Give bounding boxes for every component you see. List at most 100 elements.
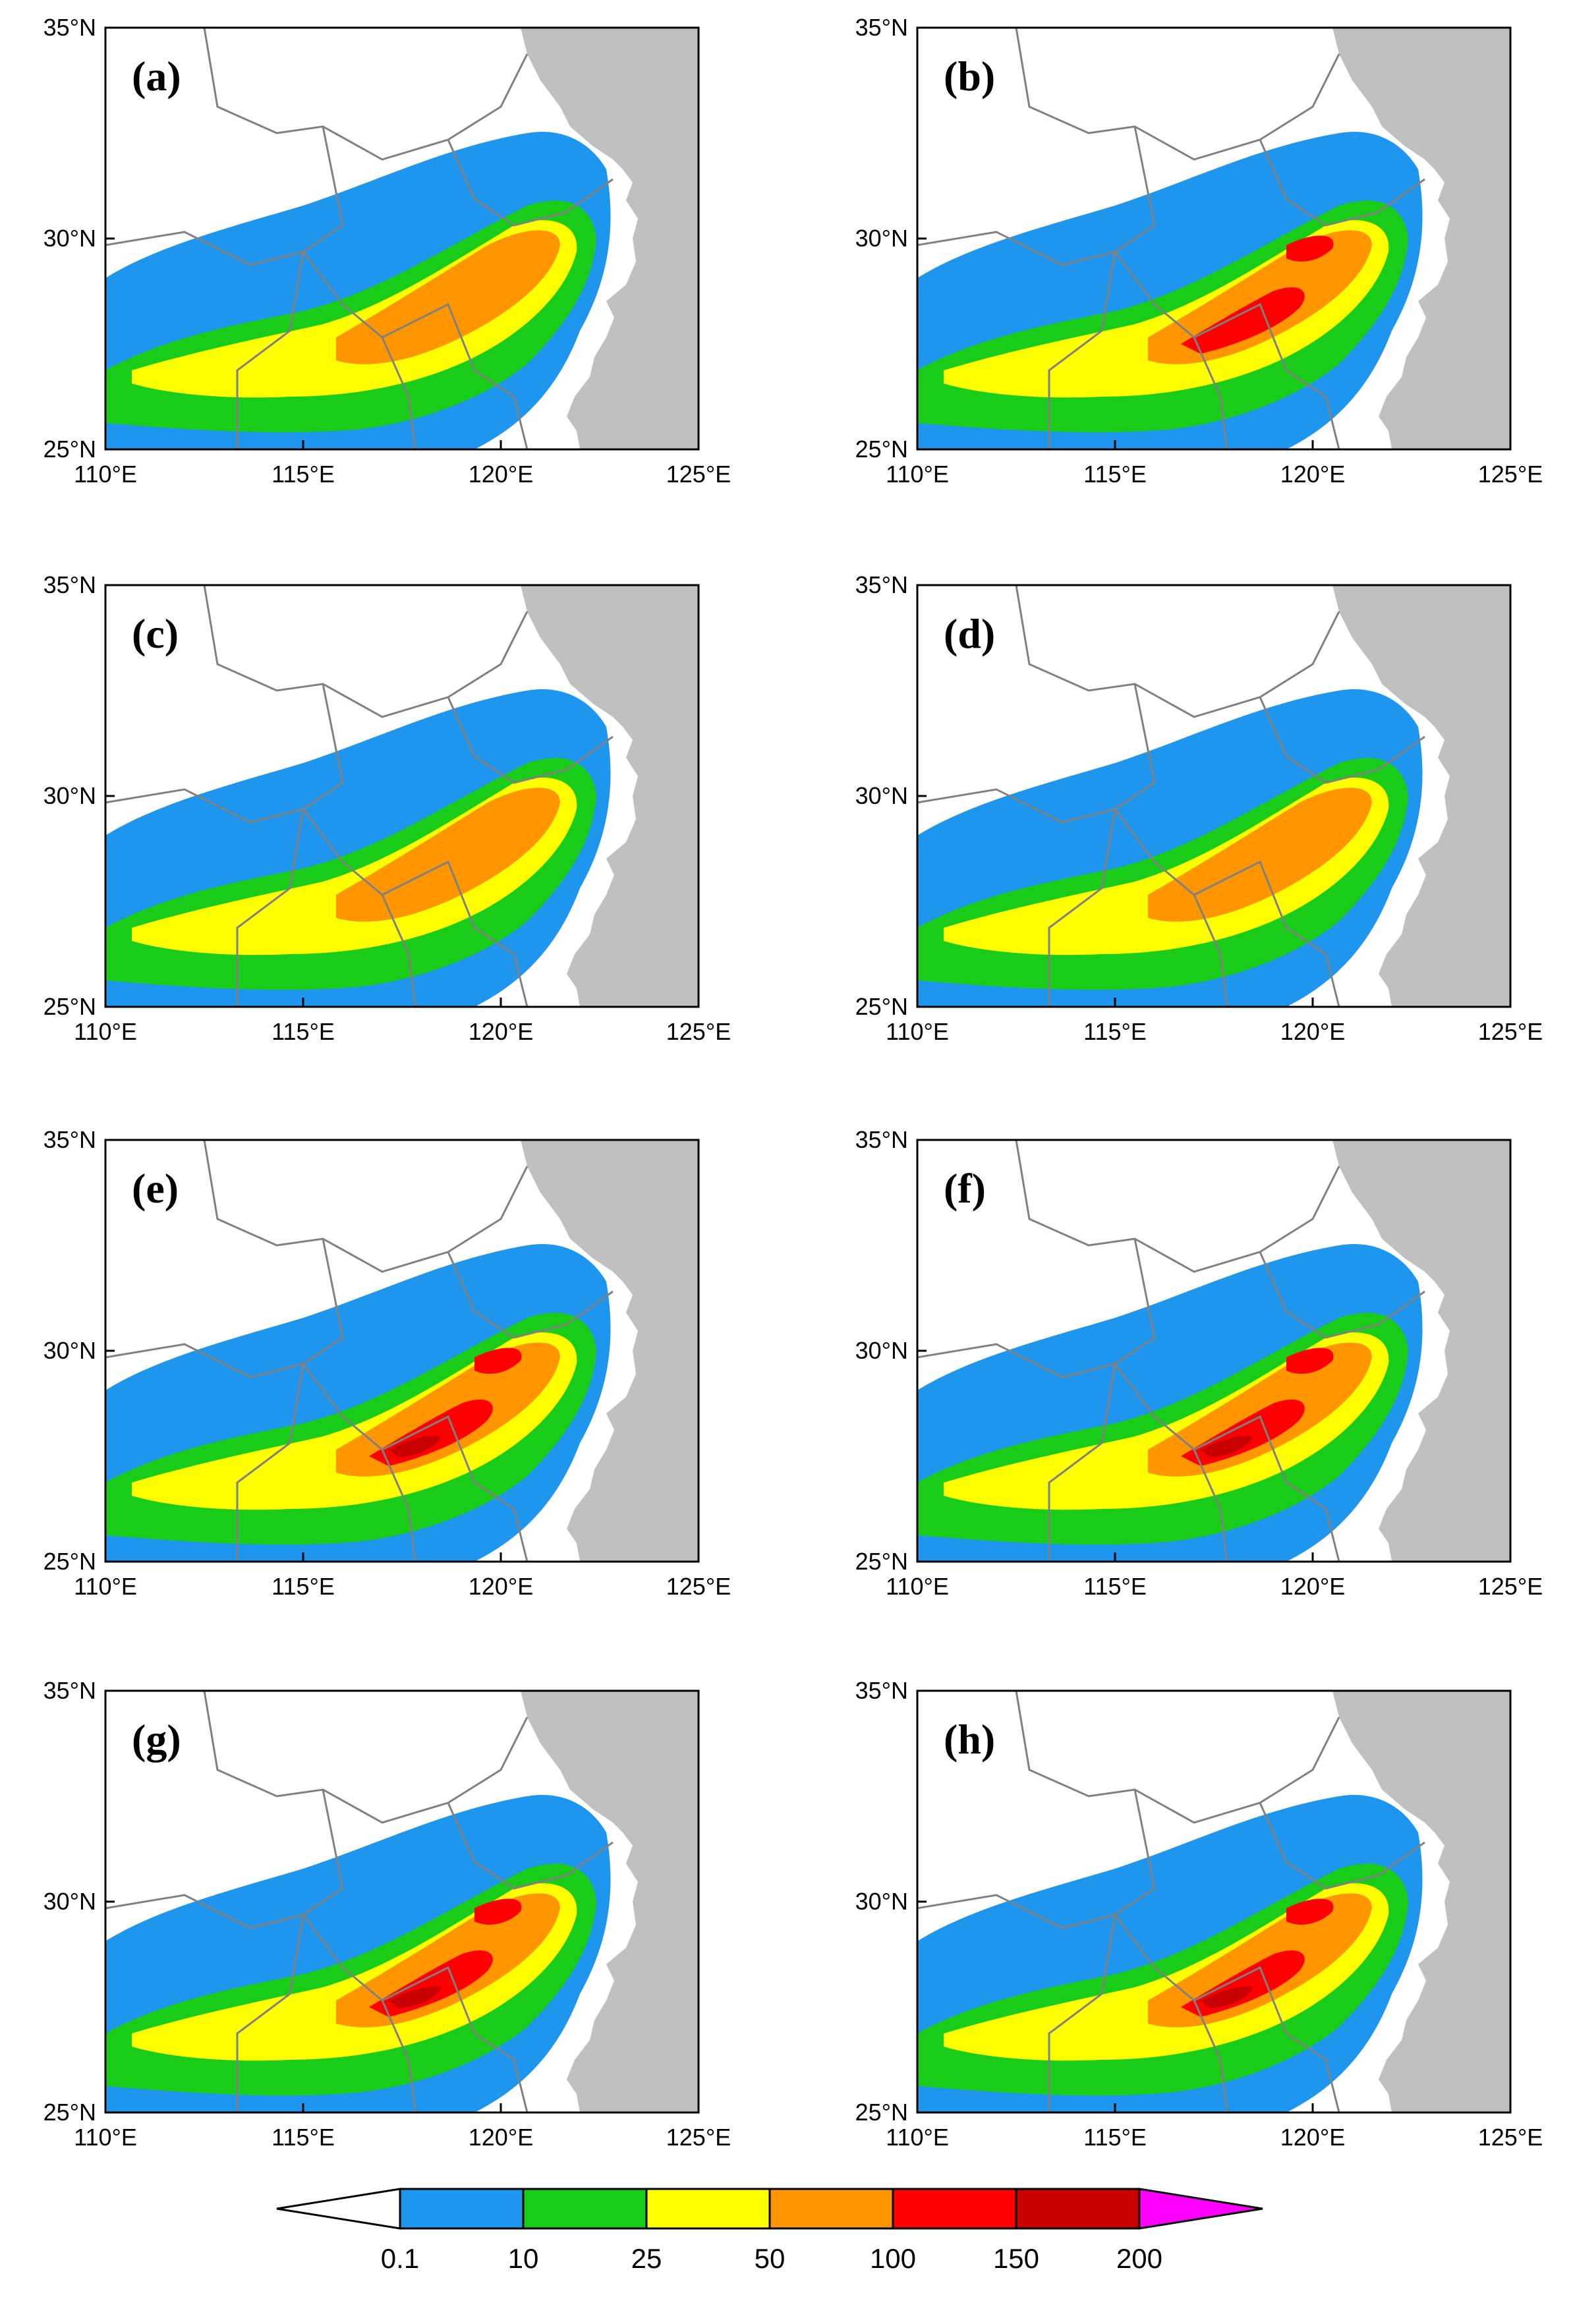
panel-label: (d) — [944, 610, 995, 657]
x-tick-label: 110°E — [886, 461, 949, 488]
x-tick-label: 110°E — [74, 1573, 137, 1600]
x-tick-label: 120°E — [469, 461, 533, 488]
panel-label: (h) — [944, 1716, 995, 1763]
precip-band-100 — [336, 230, 560, 364]
y-tick-label: 30°N — [855, 1337, 908, 1364]
province-border — [1015, 1139, 1340, 1273]
province-border — [1048, 126, 1156, 449]
colorbar-label: 200 — [1116, 2243, 1162, 2274]
province-border — [917, 1894, 1228, 2113]
colorbar-label: 0.1 — [381, 2243, 419, 2274]
province-border — [447, 1802, 614, 1890]
x-tick-label: 125°E — [666, 1018, 731, 1045]
x-tick-label: 115°E — [272, 1573, 335, 1600]
x-tick-label: 125°E — [666, 461, 731, 488]
colorbar-label: 25 — [631, 2243, 662, 2274]
precipitation-field — [917, 1244, 1423, 1562]
y-tick-label: 30°N — [43, 782, 96, 809]
province-border — [203, 584, 529, 718]
y-tick-label: 25°N — [855, 1548, 908, 1575]
map-panel-c: 110°E 115°E 120°E 125°E 35°N 30°N 25°N (c) — [43, 571, 731, 1045]
province-border — [447, 696, 614, 784]
y-tick-label: 30°N — [43, 1888, 96, 1915]
y-tick-label: 35°N — [855, 1126, 908, 1153]
panel-label: (f) — [944, 1165, 986, 1212]
x-tick-label: 120°E — [1280, 1018, 1345, 1045]
x-tick-label: 115°E — [272, 461, 335, 488]
y-tick-label: 30°N — [855, 225, 908, 252]
province-border — [382, 1415, 529, 1562]
province-border — [1048, 1238, 1156, 1562]
y-tick-label: 25°N — [43, 436, 96, 463]
map-panel-g: 110°E 115°E 120°E 125°E 35°N 30°N 25°N (g) — [43, 1677, 731, 2151]
province-border — [1259, 1251, 1425, 1339]
province-border — [1193, 302, 1340, 450]
x-tick-label: 125°E — [1478, 1573, 1543, 1600]
province-border — [1015, 584, 1340, 718]
colorbar-label: 10 — [508, 2243, 539, 2274]
map-panel-a: 110°E 115°E 120°E 125°E 35°N 30°N 25°N (a) — [43, 14, 731, 488]
province-border — [1015, 1690, 1340, 1824]
colorbar-label: 50 — [755, 2243, 786, 2274]
y-tick-label: 25°N — [855, 436, 908, 463]
x-tick-label: 110°E — [74, 2124, 137, 2151]
panel-label: (c) — [132, 610, 179, 657]
y-tick-label: 25°N — [43, 1548, 96, 1575]
province-border — [447, 139, 614, 227]
x-tick-label: 115°E — [1083, 1018, 1147, 1045]
y-tick-label: 30°N — [43, 225, 96, 252]
colorbar-label: 150 — [993, 2243, 1039, 2274]
province-border — [105, 1343, 416, 1562]
x-tick-label: 115°E — [1083, 2124, 1147, 2151]
y-tick-label: 30°N — [43, 1337, 96, 1364]
province-border — [382, 860, 529, 1007]
province-border — [382, 1966, 529, 2113]
colorbar-segment — [892, 2188, 1017, 2230]
province-border — [203, 27, 529, 161]
x-tick-label: 110°E — [74, 461, 137, 488]
province-border — [1015, 27, 1340, 161]
province-border — [105, 788, 416, 1007]
y-tick-label: 30°N — [855, 1888, 908, 1915]
province-border — [203, 1690, 529, 1824]
map-panel-f: 110°E 115°E 120°E 125°E 35°N 30°N 25°N (f) — [855, 1126, 1543, 1600]
colorbar-segment — [399, 2188, 525, 2230]
y-tick-label: 30°N — [855, 782, 908, 809]
province-border — [1259, 139, 1425, 227]
province-border — [236, 1789, 344, 2112]
y-tick-label: 35°N — [855, 1677, 908, 1704]
province-border — [236, 1238, 344, 1562]
colorbar-min-arrow — [276, 2188, 401, 2230]
x-tick-label: 110°E — [886, 1573, 949, 1600]
map-panel-d: 110°E 115°E 120°E 125°E 35°N 30°N 25°N (d) — [855, 571, 1543, 1045]
panel-label: (b) — [944, 53, 995, 99]
province-border — [105, 231, 416, 450]
x-tick-label: 120°E — [1280, 1573, 1345, 1600]
map-panel-e: 110°E 115°E 120°E 125°E 35°N 30°N 25°N (e) — [43, 1126, 731, 1600]
province-border — [1193, 860, 1340, 1007]
province-border — [236, 126, 344, 449]
x-tick-label: 120°E — [1280, 461, 1345, 488]
x-tick-label: 125°E — [666, 1573, 731, 1600]
x-tick-label: 115°E — [1083, 461, 1147, 488]
colorbar-max-arrow — [1138, 2188, 1263, 2230]
precipitation-field — [105, 689, 611, 1007]
y-tick-label: 35°N — [855, 571, 908, 598]
x-tick-label: 120°E — [469, 1018, 533, 1045]
x-tick-label: 120°E — [469, 1573, 533, 1600]
province-border — [447, 1251, 614, 1339]
y-tick-label: 25°N — [43, 2099, 96, 2126]
colorbar-segment — [522, 2188, 648, 2230]
x-tick-label: 115°E — [272, 2124, 335, 2151]
x-tick-label: 115°E — [1083, 1573, 1147, 1600]
x-tick-label: 120°E — [1280, 2124, 1345, 2151]
precipitation-field — [917, 1795, 1423, 2112]
precipitation-field — [105, 132, 611, 449]
precipitation-field — [917, 689, 1423, 1007]
y-tick-label: 35°N — [43, 1126, 96, 1153]
y-tick-label: 25°N — [855, 993, 908, 1020]
y-tick-label: 25°N — [43, 993, 96, 1020]
panel-grid: 110°E 115°E 120°E 125°E35°N30°N25°N(a)110°E… — [43, 14, 1543, 2151]
panel-label: (e) — [132, 1165, 179, 1212]
